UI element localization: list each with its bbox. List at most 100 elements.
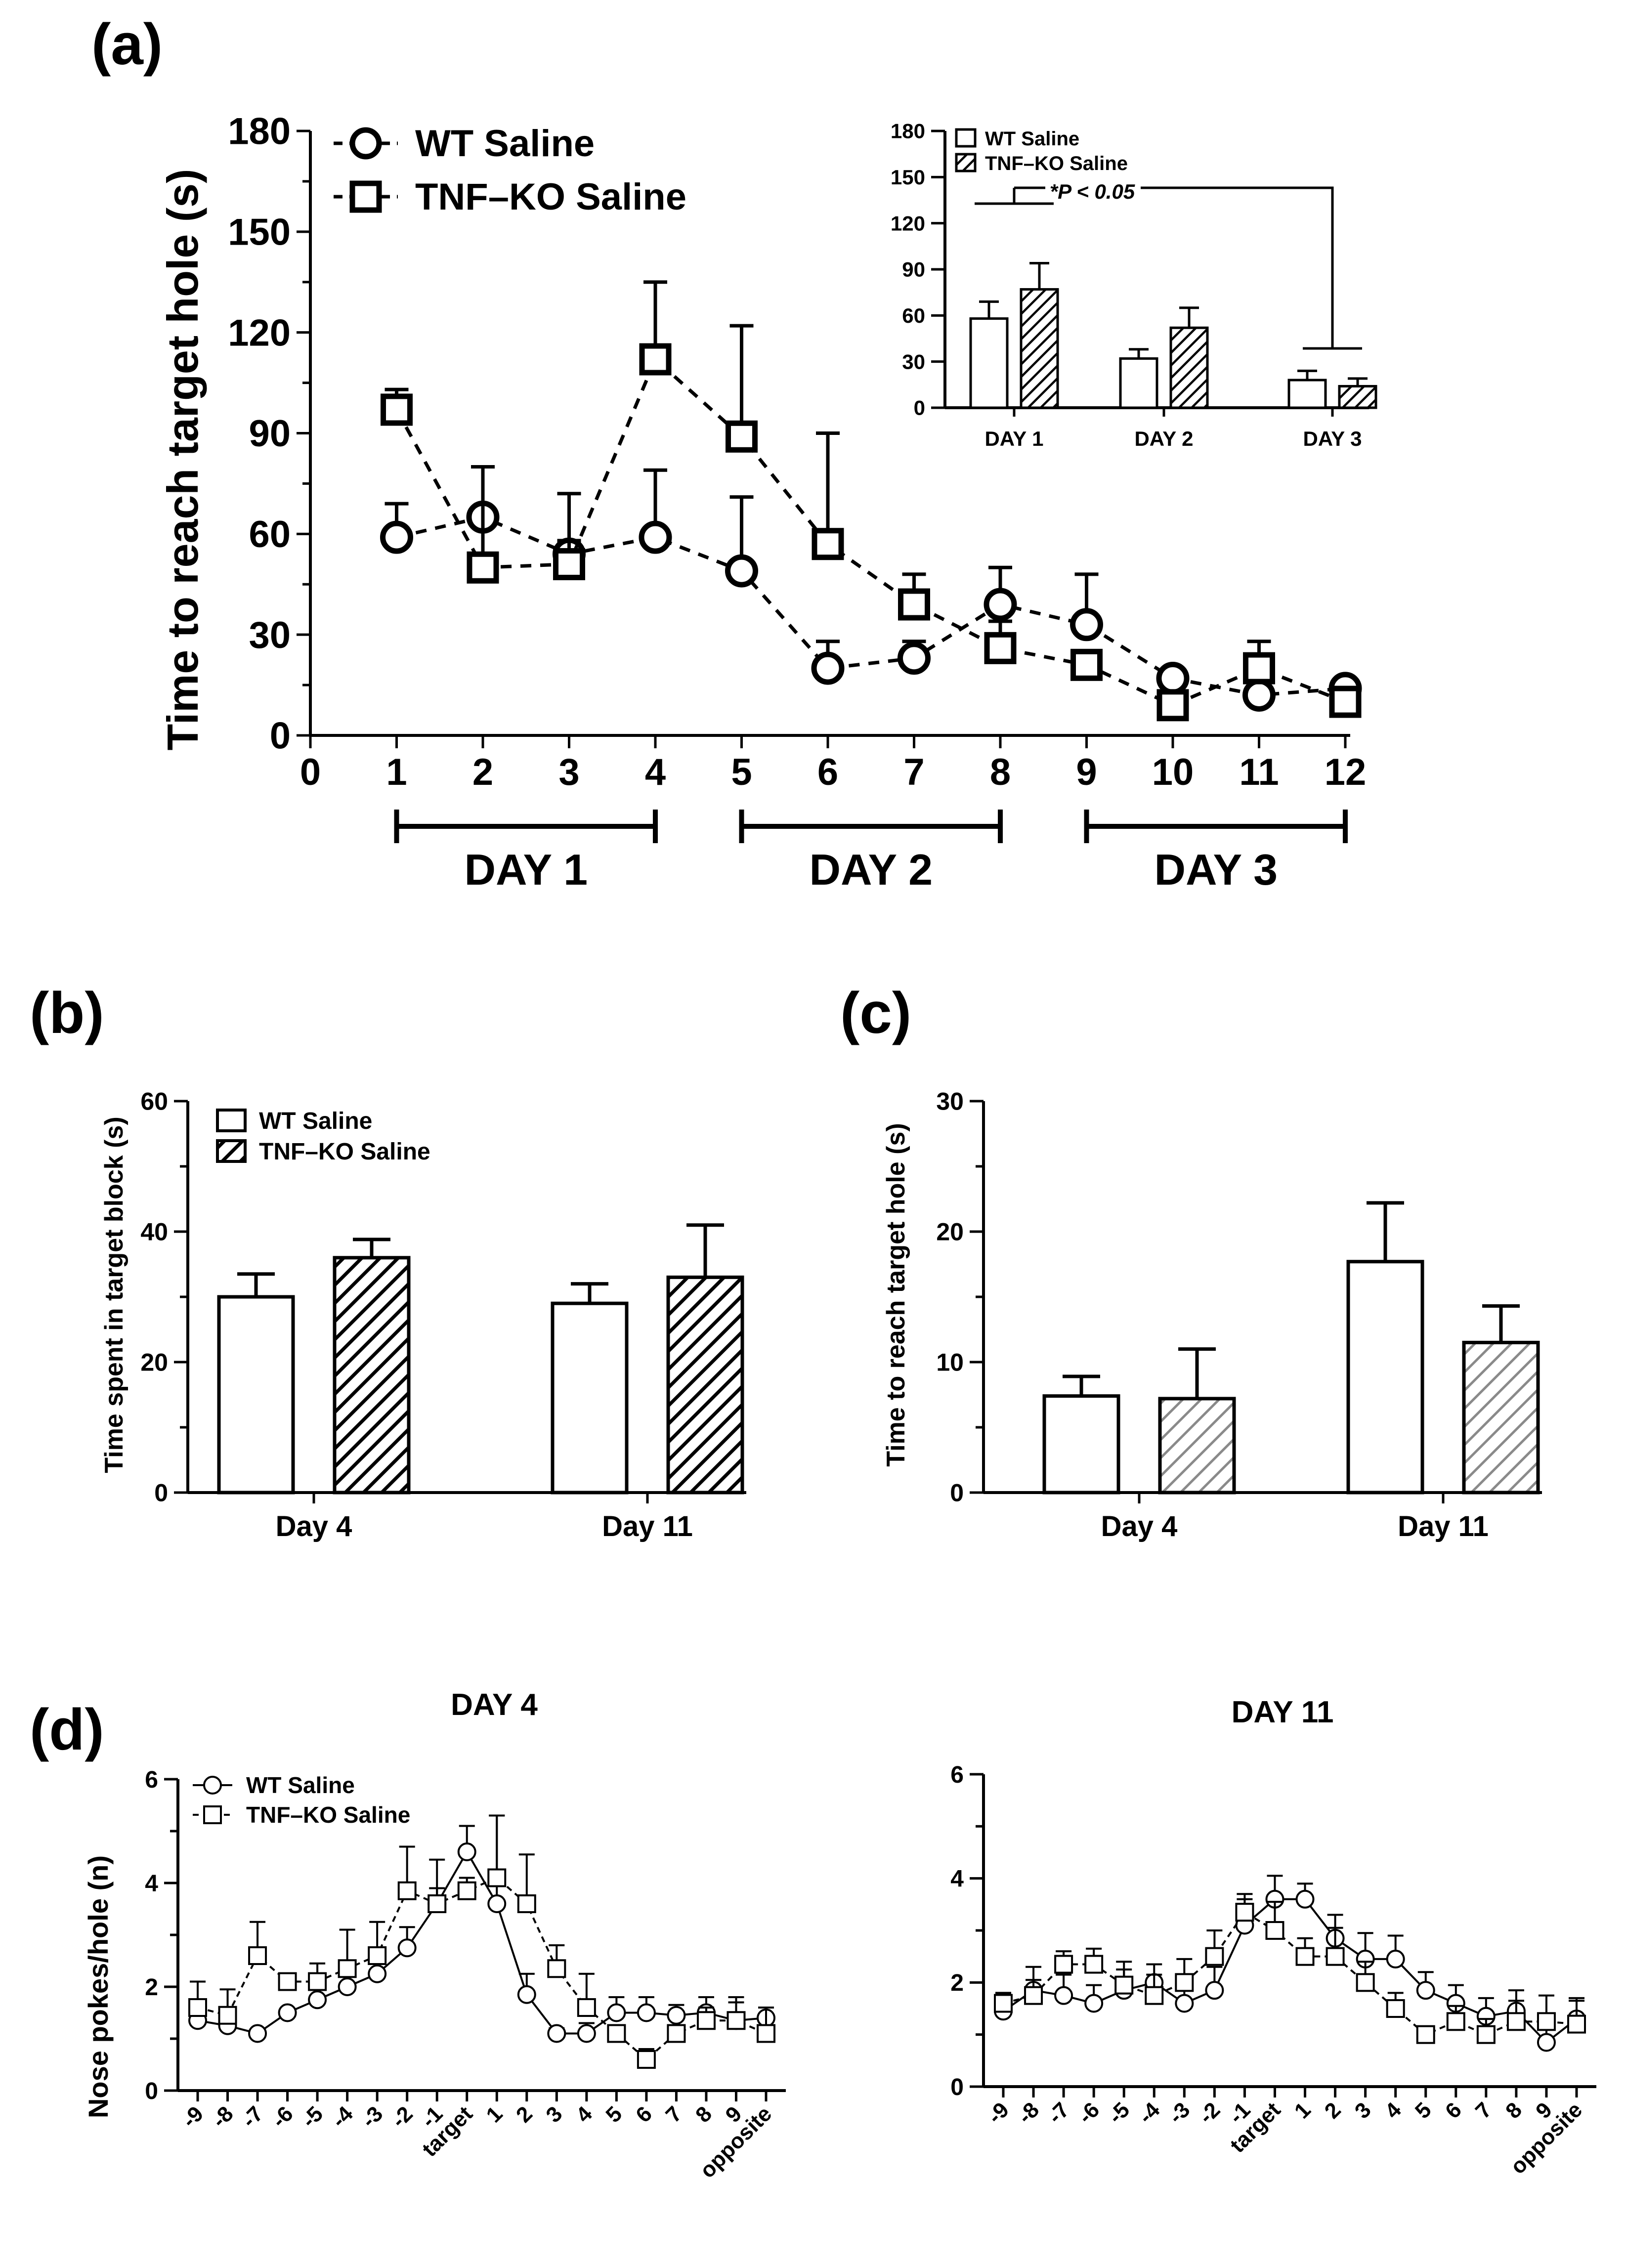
panel-d1-ko-point bbox=[696, 2011, 716, 2030]
panel-d1-wt-point bbox=[607, 2003, 626, 2022]
panel-d2-wt-point bbox=[1295, 1889, 1315, 1909]
panel-c-wt-bar bbox=[1346, 1260, 1424, 1495]
panel-a-y-tick-label: 90 bbox=[249, 413, 291, 455]
panel-d1-x-tick-label: 8 bbox=[691, 2101, 717, 2127]
panel-a-x-tick-label: 11 bbox=[1239, 751, 1279, 793]
panel-a-ko-point bbox=[984, 632, 1017, 664]
panel-d1-wt-point bbox=[547, 2024, 566, 2043]
panel-b-wt-legend-label: WT Saline bbox=[259, 1108, 372, 1134]
panel-d1-x-tick-label: -7 bbox=[237, 2101, 268, 2132]
panel-d1-ko-point bbox=[517, 1894, 536, 1913]
panel-a-wt-legend-point bbox=[349, 127, 382, 160]
panel-d1-x-tick-label: -9 bbox=[177, 2101, 208, 2132]
panel-c-x-tick-label: Day 11 bbox=[1398, 1510, 1489, 1542]
panel-d1-x-tick-label: -4 bbox=[327, 2101, 358, 2133]
panel-d2-ko-point bbox=[1446, 2012, 1465, 2031]
panel-a-ko-point bbox=[381, 393, 413, 426]
panel-a-ko-point bbox=[1243, 652, 1275, 685]
panel-a-x-tick-label: 8 bbox=[990, 751, 1011, 793]
panel-d2-x-tick-label: 5 bbox=[1411, 2097, 1436, 2123]
panel-d1-y-tick-label: 0 bbox=[145, 2078, 158, 2104]
panel-b-x-tick-label: Day 4 bbox=[276, 1510, 352, 1542]
panel-d2-y-tick-label: 0 bbox=[950, 2074, 964, 2100]
panel-d1-ko-point bbox=[637, 2050, 656, 2069]
panel-d2-ko-point bbox=[1506, 2012, 1526, 2031]
panel-a-y-tick-label: 180 bbox=[228, 111, 291, 153]
panel-d2-wt-point bbox=[1386, 1949, 1405, 1968]
panel-d1-ko-point bbox=[457, 1881, 476, 1900]
panel-d1-x-tick-label: 4 bbox=[571, 2101, 597, 2127]
panel-d-label: (d) bbox=[30, 1697, 104, 1762]
panel-d1-wt-point bbox=[338, 1977, 357, 1996]
panel-d2-x-tick-label: -3 bbox=[1164, 2097, 1195, 2128]
panel-d1-x-tick-label: -5 bbox=[297, 2101, 328, 2132]
panel-a-wt-point bbox=[1070, 608, 1103, 642]
panel-a-ko-point bbox=[726, 420, 758, 453]
panel-a-wt-point bbox=[639, 520, 672, 554]
panel-d1-ko-point bbox=[667, 2024, 686, 2043]
panel-d2-ko-point bbox=[1205, 1947, 1224, 1966]
panel-d2-ko-point bbox=[1235, 1903, 1254, 1922]
inset-ko-bar bbox=[1169, 326, 1209, 409]
panel-a-day-label: DAY 2 bbox=[809, 845, 933, 894]
panel-c-ko-bar bbox=[1462, 1340, 1540, 1495]
panel-a-y-tick-label: 60 bbox=[249, 514, 291, 556]
inset-ko-legend-swatch bbox=[955, 153, 977, 172]
panel-d1-wt-point bbox=[517, 1985, 536, 2004]
panel-d1-x-tick-label: -8 bbox=[207, 2101, 238, 2132]
panel-a-y-tick-label: 120 bbox=[228, 312, 291, 354]
panel-d2-x-tick-label: -2 bbox=[1194, 2097, 1225, 2128]
panel-d1-ko-point bbox=[218, 2006, 237, 2025]
panel-a-wt-point bbox=[898, 642, 931, 675]
panel-d2-x-tick-label: 1 bbox=[1290, 2097, 1316, 2123]
panel-b-ylabel: Time spent in target block (s) bbox=[100, 1116, 128, 1473]
panel-d1-ko-point bbox=[188, 1998, 207, 2017]
panel-d1-y-tick-label: 6 bbox=[145, 1767, 158, 1793]
panel-d1-x-tick-label: 6 bbox=[631, 2101, 657, 2127]
panel-d2-x-tick-label: -4 bbox=[1134, 2097, 1165, 2129]
panel-d2-title: DAY 11 bbox=[1232, 1695, 1334, 1729]
panel-d2-x-tick-label: 4 bbox=[1380, 2097, 1406, 2123]
inset-wt-legend-label: WT Saline bbox=[985, 128, 1079, 150]
panel-d1-x-tick-label: 3 bbox=[541, 2101, 567, 2127]
panel-d2-y-tick-label: 6 bbox=[950, 1762, 964, 1788]
panel-d1-wt-point bbox=[487, 1894, 507, 1913]
panel-a-x-tick-label: 1 bbox=[386, 751, 407, 793]
panel-d1-wt-point bbox=[397, 1938, 417, 1958]
panel-d2-ko-point bbox=[1024, 1986, 1043, 2005]
panel-d2-ko-point bbox=[1175, 1973, 1194, 1992]
panel-d2-ko-point bbox=[994, 1994, 1013, 2013]
inset-y-tick-label: 0 bbox=[914, 396, 925, 420]
panel-d2-y-tick-label: 4 bbox=[950, 1866, 964, 1892]
panel-d1-ko-point bbox=[278, 1972, 297, 1991]
panel-a-wt-point bbox=[725, 554, 758, 588]
inset-wt-bar bbox=[969, 317, 1009, 409]
panel-d2-ko-point bbox=[1265, 1921, 1284, 1940]
panel-a-ko-point bbox=[898, 588, 930, 621]
panel-d2-ko-point bbox=[1084, 1955, 1104, 1974]
panel-b-label: (b) bbox=[30, 981, 104, 1046]
inset-y-tick-label: 30 bbox=[902, 350, 925, 373]
panel-d2-wt-point bbox=[1175, 1994, 1194, 2013]
panel-c-y-tick-label: 30 bbox=[936, 1088, 964, 1115]
panel-d2-x-tick-label: -5 bbox=[1104, 2097, 1134, 2128]
panel-d-ylabel: Nose pokes/hole (n) bbox=[83, 1855, 114, 2118]
panel-a-x-tick-label: 6 bbox=[817, 751, 838, 793]
panel-b-wt-legend-swatch bbox=[216, 1109, 247, 1132]
inset-x-tick-label: DAY 1 bbox=[984, 427, 1043, 450]
panel-d2-wt-point bbox=[1205, 1981, 1224, 2000]
inset-y-tick-label: 150 bbox=[891, 166, 925, 189]
panel-d1-x-tick-label: 7 bbox=[661, 2101, 687, 2127]
panel-a-wt-point bbox=[984, 588, 1017, 621]
panel-c-label: (c) bbox=[840, 981, 911, 1046]
panel-a-ko-point bbox=[467, 551, 499, 584]
panel-b-y-tick-label: 0 bbox=[154, 1479, 168, 1507]
inset-y-tick-label: 90 bbox=[902, 258, 925, 281]
panel-d1-ko-point bbox=[487, 1868, 507, 1887]
panel-d1-ko-point bbox=[757, 2024, 775, 2043]
panel-d2-ko-point bbox=[1386, 1999, 1405, 2018]
panel-a-ko-point bbox=[1070, 648, 1103, 681]
panel-a-wt-point bbox=[811, 651, 845, 685]
panel-a-ko-point bbox=[1329, 685, 1362, 718]
